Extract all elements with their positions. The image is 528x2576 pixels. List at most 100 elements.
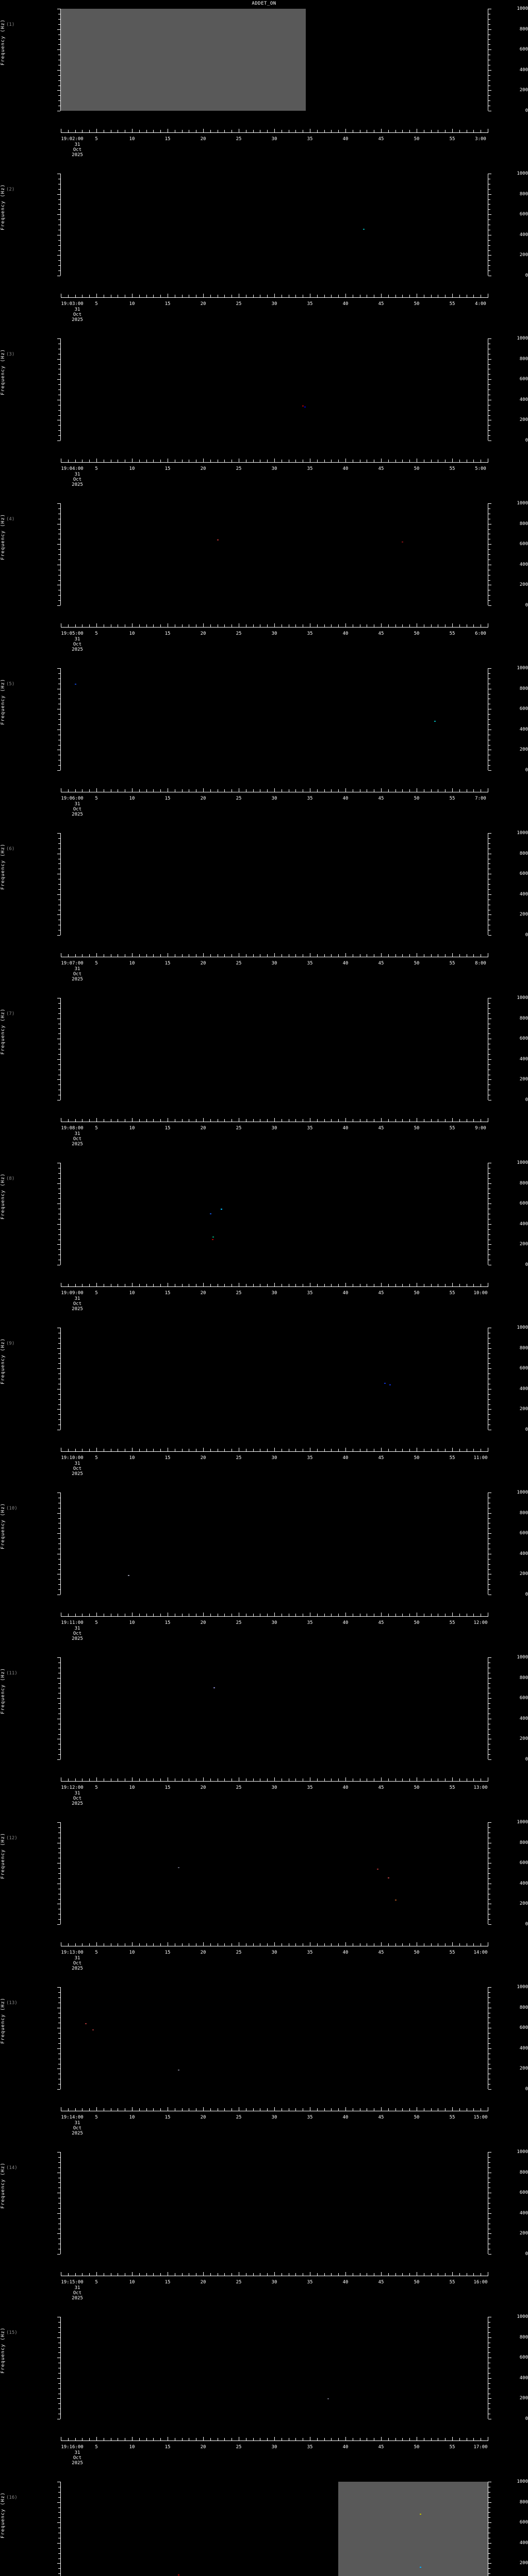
- y-tick-minor-right: [488, 1249, 490, 1250]
- y-tick-minor: [58, 1569, 60, 1570]
- y-axis-title: Frequency (Hz): [1, 2327, 6, 2374]
- x-tick-minor: [324, 1943, 325, 1946]
- x-tick-minor: [295, 2273, 296, 2276]
- x-tick-label: 35: [307, 1620, 313, 1625]
- y-axis-spine-left: [60, 2152, 61, 2254]
- x-tick-minor: [459, 1614, 460, 1616]
- panel-number: (7): [6, 1011, 15, 1016]
- x-tick-label: 35: [307, 466, 313, 471]
- plot-area[interactable]: [61, 833, 488, 935]
- x-tick-minor: [267, 1614, 268, 1616]
- date-stamp-line: Oct: [73, 807, 82, 812]
- x-tick-label: 50: [414, 2115, 420, 2120]
- x-tick-label: 25: [236, 1291, 242, 1296]
- plot-area[interactable]: [61, 503, 488, 605]
- y-tick-minor: [58, 1008, 60, 1009]
- y-tick-minor: [58, 580, 60, 581]
- y-tick-label: 1000: [517, 1985, 528, 1990]
- x-tick-minor: [459, 1119, 460, 1122]
- x-tick-minor: [68, 954, 69, 957]
- y-tick-major: [57, 605, 60, 606]
- y-tick-minor-right: [488, 95, 490, 96]
- spectrogram-panel: (10) Frequency (Hz) 0 200 400 600 800 1000 19:11…: [0, 1490, 528, 1657]
- x-tick-label: 40: [342, 301, 349, 307]
- x-tick-label: 25: [236, 1785, 242, 1790]
- x-tick-minor: [160, 2108, 161, 2111]
- y-tick-minor-right: [488, 1229, 490, 1230]
- plot-area[interactable]: [61, 2317, 488, 2419]
- x-tick-minor: [338, 1943, 339, 1946]
- y-axis-title: Frequency (Hz): [1, 1173, 6, 1219]
- y-tick-label: 600: [519, 47, 528, 53]
- x-axis-start-time: 19:07:00: [61, 961, 84, 966]
- y-tick-minor: [58, 1358, 60, 1359]
- plot-area[interactable]: [61, 1987, 488, 2089]
- plot-area[interactable]: [61, 668, 488, 770]
- plot-area[interactable]: [61, 2152, 488, 2254]
- panel-number: (10): [6, 1506, 18, 1511]
- detection-mark: [92, 2029, 94, 2031]
- x-tick-major: [452, 1613, 453, 1616]
- x-axis-start-time: 19:14:00: [61, 2115, 84, 2120]
- x-tick-minor: [89, 1284, 90, 1286]
- plot-area[interactable]: [61, 998, 488, 1100]
- x-tick-label: 40: [342, 796, 349, 801]
- y-tick-minor-right: [488, 2347, 490, 2348]
- x-axis-end-time: 14:00: [473, 1950, 488, 1955]
- plot-area[interactable]: [61, 338, 488, 440]
- y-tick-minor-right: [488, 389, 490, 390]
- x-tick-minor: [431, 1614, 432, 1616]
- plot-area[interactable]: [61, 1493, 488, 1595]
- y-tick-minor-right: [488, 600, 490, 601]
- x-tick-label: 20: [200, 796, 206, 801]
- x-tick-minor: [431, 2108, 432, 2111]
- plot-area[interactable]: [61, 1328, 488, 1430]
- x-tick-minor: [388, 1614, 389, 1616]
- y-tick-label: 200: [519, 2396, 528, 2401]
- plot-area[interactable]: [61, 1822, 488, 1924]
- x-tick-minor: [402, 460, 403, 462]
- x-tick-minor: [146, 2438, 147, 2441]
- x-tick-minor: [160, 1778, 161, 1781]
- x-tick-minor: [409, 1778, 410, 1781]
- y-tick-minor-right: [488, 1013, 490, 1014]
- y-tick-minor: [58, 75, 60, 76]
- x-tick-minor: [317, 789, 318, 792]
- x-tick-minor: [473, 460, 474, 462]
- y-tick-minor-right: [488, 189, 490, 190]
- x-tick-minor: [395, 1778, 396, 1781]
- x-tick-label: 50: [414, 2280, 420, 2285]
- y-tick-minor-right: [488, 554, 490, 555]
- x-tick-minor: [160, 130, 161, 132]
- spectrogram-panel: (9) Frequency (Hz) 0 200 400 600 800 1000 19:10:…: [0, 1326, 528, 1493]
- spectrogram-panel: (16)Frequency (Hz)0200400600800100019:17…: [0, 2480, 528, 2576]
- x-tick-minor: [331, 1614, 332, 1616]
- x-tick-minor: [409, 1943, 410, 1946]
- plot-area[interactable]: [61, 2482, 488, 2576]
- date-stamp-line: 31: [74, 2285, 80, 2291]
- date-stamp-line: 2025: [72, 1307, 83, 1312]
- y-tick-major: [57, 2398, 60, 2399]
- y-tick-minor-right: [488, 863, 490, 865]
- y-tick-major: [57, 1698, 60, 1699]
- plot-area[interactable]: [61, 9, 488, 111]
- x-axis-end-time: 7:00: [475, 796, 486, 801]
- date-stamp-line: 31: [74, 1461, 80, 1466]
- y-tick-minor: [58, 1589, 60, 1590]
- x-tick-minor: [338, 295, 339, 297]
- x-tick-major: [381, 1283, 382, 1286]
- plot-area[interactable]: [61, 1657, 488, 1759]
- detection-mark: [177, 2070, 179, 2071]
- plot-area[interactable]: [61, 174, 488, 276]
- y-tick-minor: [58, 209, 60, 210]
- x-tick-minor: [182, 1943, 183, 1946]
- y-tick-minor: [58, 2573, 60, 2574]
- x-tick-minor: [473, 1943, 474, 1946]
- plot-area[interactable]: [61, 1163, 488, 1265]
- y-tick-major: [57, 2543, 60, 2544]
- panel-number: (6): [6, 846, 15, 852]
- x-tick-minor: [68, 295, 69, 297]
- y-tick-minor: [58, 250, 60, 251]
- x-tick-minor: [459, 1778, 460, 1781]
